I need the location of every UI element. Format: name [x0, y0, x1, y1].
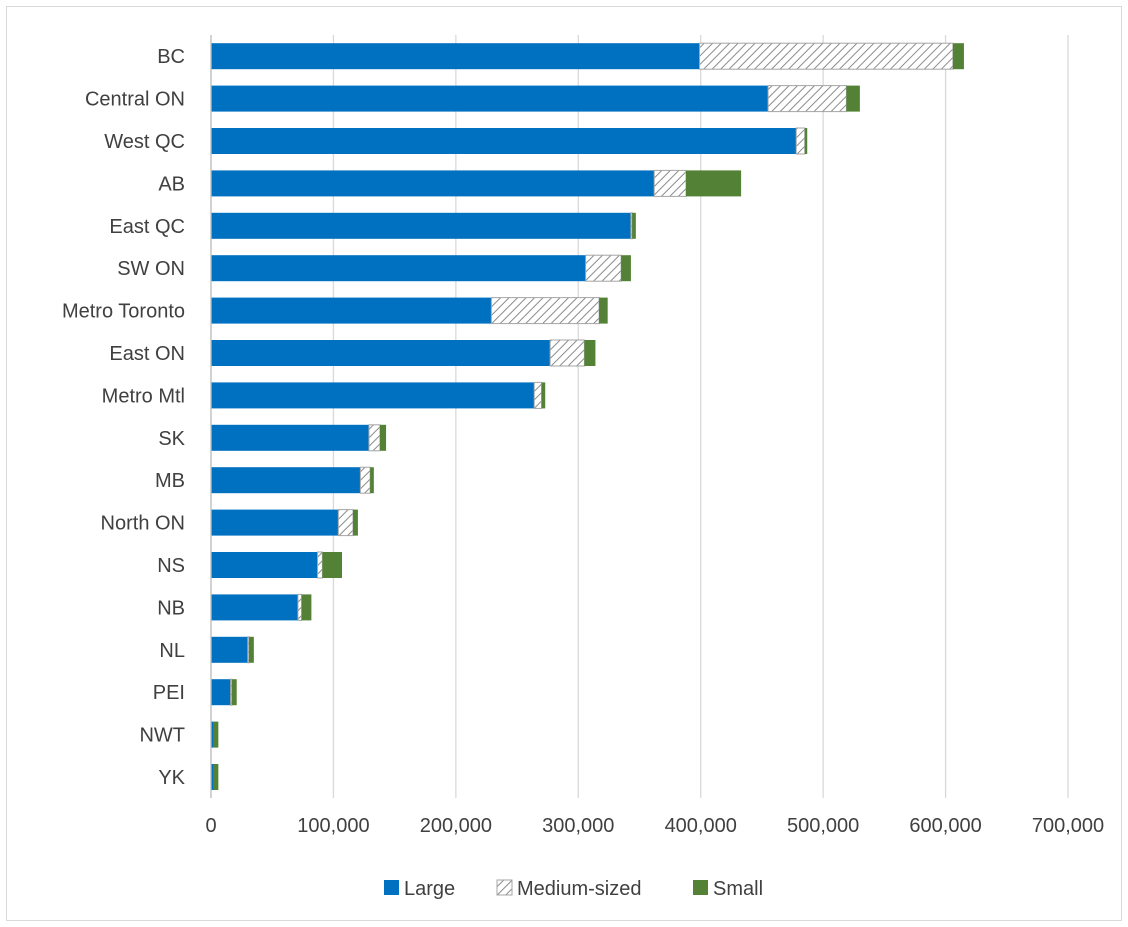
legend-label-medium-sized: Medium-sized [517, 878, 641, 900]
bar-east-qc-large [211, 212, 631, 239]
bar-central-on-small [846, 85, 860, 112]
bar-bc-small [952, 43, 964, 70]
bar-west-qc-large [211, 128, 797, 154]
category-label: PEI [153, 682, 185, 704]
x-tick-label: 600,000 [909, 815, 981, 837]
bar-yk-large [211, 764, 214, 790]
legend-swatch-medium-sized [496, 879, 513, 896]
bar-ns-large [211, 552, 318, 578]
category-label: West QC [104, 131, 185, 153]
bar-ab-small [686, 170, 742, 197]
bar-west-qc-medium-sized [795, 127, 806, 155]
bar-north-on-small [353, 509, 358, 536]
bar-east-qc-medium-sized [630, 212, 633, 240]
bars [210, 35, 964, 798]
category-label: Central ON [85, 89, 185, 111]
x-tick-label: 200,000 [420, 815, 492, 837]
category-label: East ON [109, 343, 185, 365]
category-label: North ON [101, 513, 185, 535]
bar-central-on-large [211, 85, 769, 112]
bar-west-qc-small [804, 128, 808, 154]
bar-nwt-small [213, 721, 219, 748]
x-tick-label: 700,000 [1032, 815, 1104, 837]
legend-label-large: Large [404, 878, 455, 900]
bar-mb-large [211, 467, 361, 494]
bar-mb-medium-sized [359, 466, 371, 494]
category-label: NS [157, 555, 185, 577]
bar-nl-small [248, 636, 254, 663]
bar-nwt-large [211, 721, 214, 748]
category-label: East QC [109, 216, 185, 238]
category-label: AB [158, 173, 185, 195]
bar-sk-medium-sized [368, 424, 381, 452]
bar-sw-on-large [211, 255, 586, 282]
bar-metro-mtl-medium-sized [533, 381, 543, 409]
x-tick-label: 300,000 [542, 815, 614, 837]
bar-metro-toronto-medium-sized [490, 297, 600, 325]
bar-ab-large [211, 170, 655, 197]
bar-ns-small [322, 552, 342, 578]
category-label: Metro Toronto [62, 301, 185, 323]
bar-nb-medium-sized [297, 593, 303, 621]
x-tick-label: 500,000 [787, 815, 859, 837]
category-label: NB [157, 597, 185, 619]
bar-metro-mtl-small [541, 382, 546, 409]
category-labels: BC Central ON West QC AB East QC SW ON Metro T… [62, 46, 186, 789]
bar-metro-toronto-small [599, 297, 608, 324]
bar-nb-large [211, 594, 298, 621]
bar-yk-small [213, 764, 219, 790]
legend: Large Medium-sized Small [384, 878, 763, 900]
bar-sk-large [211, 424, 369, 451]
legend-label-small: Small [713, 878, 763, 900]
bar-mb-small [370, 467, 374, 494]
bar-nb-small [301, 594, 312, 621]
bar-pei-medium-sized [230, 678, 233, 706]
bar-east-on-large [211, 340, 551, 366]
bar-ab-medium-sized [653, 169, 687, 197]
bar-east-qc-small [632, 212, 636, 239]
x-tick-labels: 0 100,000 200,000 300,000 400,000 500,000 600,… [205, 815, 1104, 837]
bar-central-on-medium-sized [767, 85, 847, 113]
category-label: NL [159, 640, 185, 662]
bar-nl-large [211, 636, 248, 663]
bar-metro-mtl-large [211, 382, 535, 409]
bar-ns-medium-sized [317, 551, 323, 579]
bar-sw-on-medium-sized [585, 254, 622, 282]
bar-north-on-medium-sized [337, 509, 354, 537]
x-tick-label: 0 [205, 815, 216, 837]
legend-swatch-large [384, 880, 399, 895]
category-label: BC [157, 46, 185, 68]
category-label: YK [158, 767, 185, 789]
bar-sw-on-small [621, 255, 631, 282]
bar-east-on-small [584, 340, 596, 366]
bar-nl-medium-sized [247, 636, 250, 664]
bar-north-on-large [211, 509, 339, 536]
bar-metro-toronto-large [211, 297, 492, 324]
bar-pei-large [211, 679, 231, 706]
x-tick-label: 400,000 [665, 815, 737, 837]
chart-frame [6, 6, 1122, 921]
bar-sk-small [379, 424, 387, 451]
category-label: NWT [139, 725, 185, 747]
category-label: MB [155, 470, 185, 492]
bar-pei-small [231, 679, 237, 706]
bar-east-on-medium-sized [549, 339, 585, 367]
category-label: SK [158, 428, 185, 450]
category-label: Metro Mtl [102, 385, 185, 407]
category-label: SW ON [117, 258, 185, 280]
x-tick-label: 100,000 [297, 815, 369, 837]
legend-swatch-small [693, 880, 708, 895]
bar-bc-large [211, 43, 700, 70]
bar-bc-medium-sized [698, 42, 954, 70]
